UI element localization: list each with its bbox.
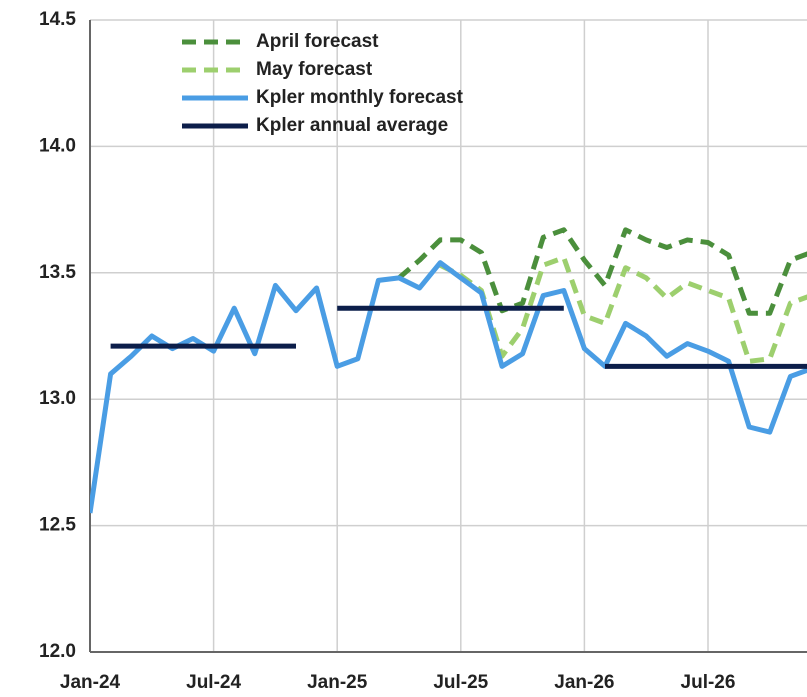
y-tick-label: 14.0 — [39, 135, 76, 156]
legend-label: May forecast — [256, 59, 373, 80]
y-tick-label: 12.5 — [39, 515, 76, 536]
y-tick-label: 13.5 — [39, 262, 76, 283]
plot-area — [90, 227, 807, 514]
legend: April forecast May forecast Kpler monthly … — [182, 31, 464, 136]
x-tick-label: Jul-25 — [433, 672, 488, 693]
x-tick-label: Jan-25 — [307, 672, 368, 693]
y-tick-label: 13.0 — [39, 388, 76, 409]
x-tick-label: Jan-26 — [554, 672, 614, 693]
y-tick-label: 12.0 — [39, 641, 76, 662]
grid: 12.0 12.5 13.0 13.5 14.0 14.5 Jan-24 Jul-24 Jan-… — [39, 9, 807, 693]
x-tick-label: Jan-24 — [60, 672, 121, 693]
x-tick-label: Jul-24 — [186, 672, 241, 693]
legend-label: April forecast — [256, 31, 379, 52]
legend-label: Kpler monthly forecast — [256, 87, 464, 108]
x-tick-label: Jul-26 — [681, 672, 736, 693]
series-line — [90, 260, 807, 514]
legend-label: Kpler annual average — [256, 115, 448, 136]
series-line — [439, 255, 807, 364]
series-line — [397, 227, 807, 316]
y-tick-label: 14.5 — [39, 9, 76, 30]
